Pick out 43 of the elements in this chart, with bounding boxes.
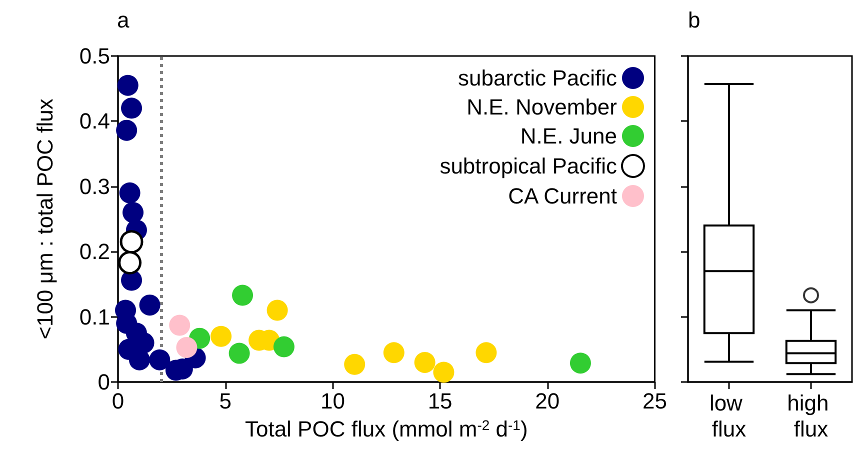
point	[232, 284, 254, 306]
point	[121, 98, 142, 119]
point	[210, 326, 232, 347]
point	[119, 182, 140, 204]
x-tick-label: low flux	[709, 390, 749, 442]
x-tick-label: high flux	[787, 390, 835, 442]
y-tick-label: 0.1	[79, 304, 110, 330]
y-tick-label: 0.4	[79, 108, 110, 134]
legend-label: subtropical Pacific	[440, 154, 617, 178]
point	[117, 74, 138, 96]
x-tick-label: 20	[535, 388, 560, 414]
chart-title: a	[117, 8, 130, 32]
point	[118, 250, 142, 274]
point	[149, 349, 170, 370]
legend-label: CA Current	[508, 184, 617, 208]
legend-label: subarctic Pacific	[458, 66, 617, 90]
point	[139, 294, 160, 316]
point	[433, 362, 454, 383]
legend-label: N.E. November	[466, 94, 617, 120]
x-tick-label: 25	[642, 388, 668, 414]
point	[476, 342, 497, 364]
point	[414, 352, 436, 373]
point	[570, 352, 591, 374]
y-tick-label: 0	[98, 370, 110, 394]
y-tick-label: 0.2	[79, 239, 110, 264]
point	[344, 354, 366, 375]
point	[228, 342, 250, 364]
y-tick-label: 0.5	[79, 44, 110, 68]
point	[169, 314, 190, 336]
point	[266, 300, 288, 321]
x-tick-label: 15	[428, 388, 452, 414]
y-tick-label: 0.3	[79, 174, 110, 199]
x-tick-label: 10	[320, 388, 345, 414]
point	[122, 202, 144, 223]
point	[176, 336, 198, 358]
chart-title: b	[688, 8, 700, 32]
point	[116, 120, 138, 141]
point	[383, 342, 404, 364]
y-axis-title: <100 μm : total POC flux	[32, 98, 58, 340]
point	[120, 230, 144, 254]
x-tick-label: 5	[219, 388, 232, 414]
point	[273, 336, 294, 358]
legend-label: N.E. June	[520, 124, 617, 148]
